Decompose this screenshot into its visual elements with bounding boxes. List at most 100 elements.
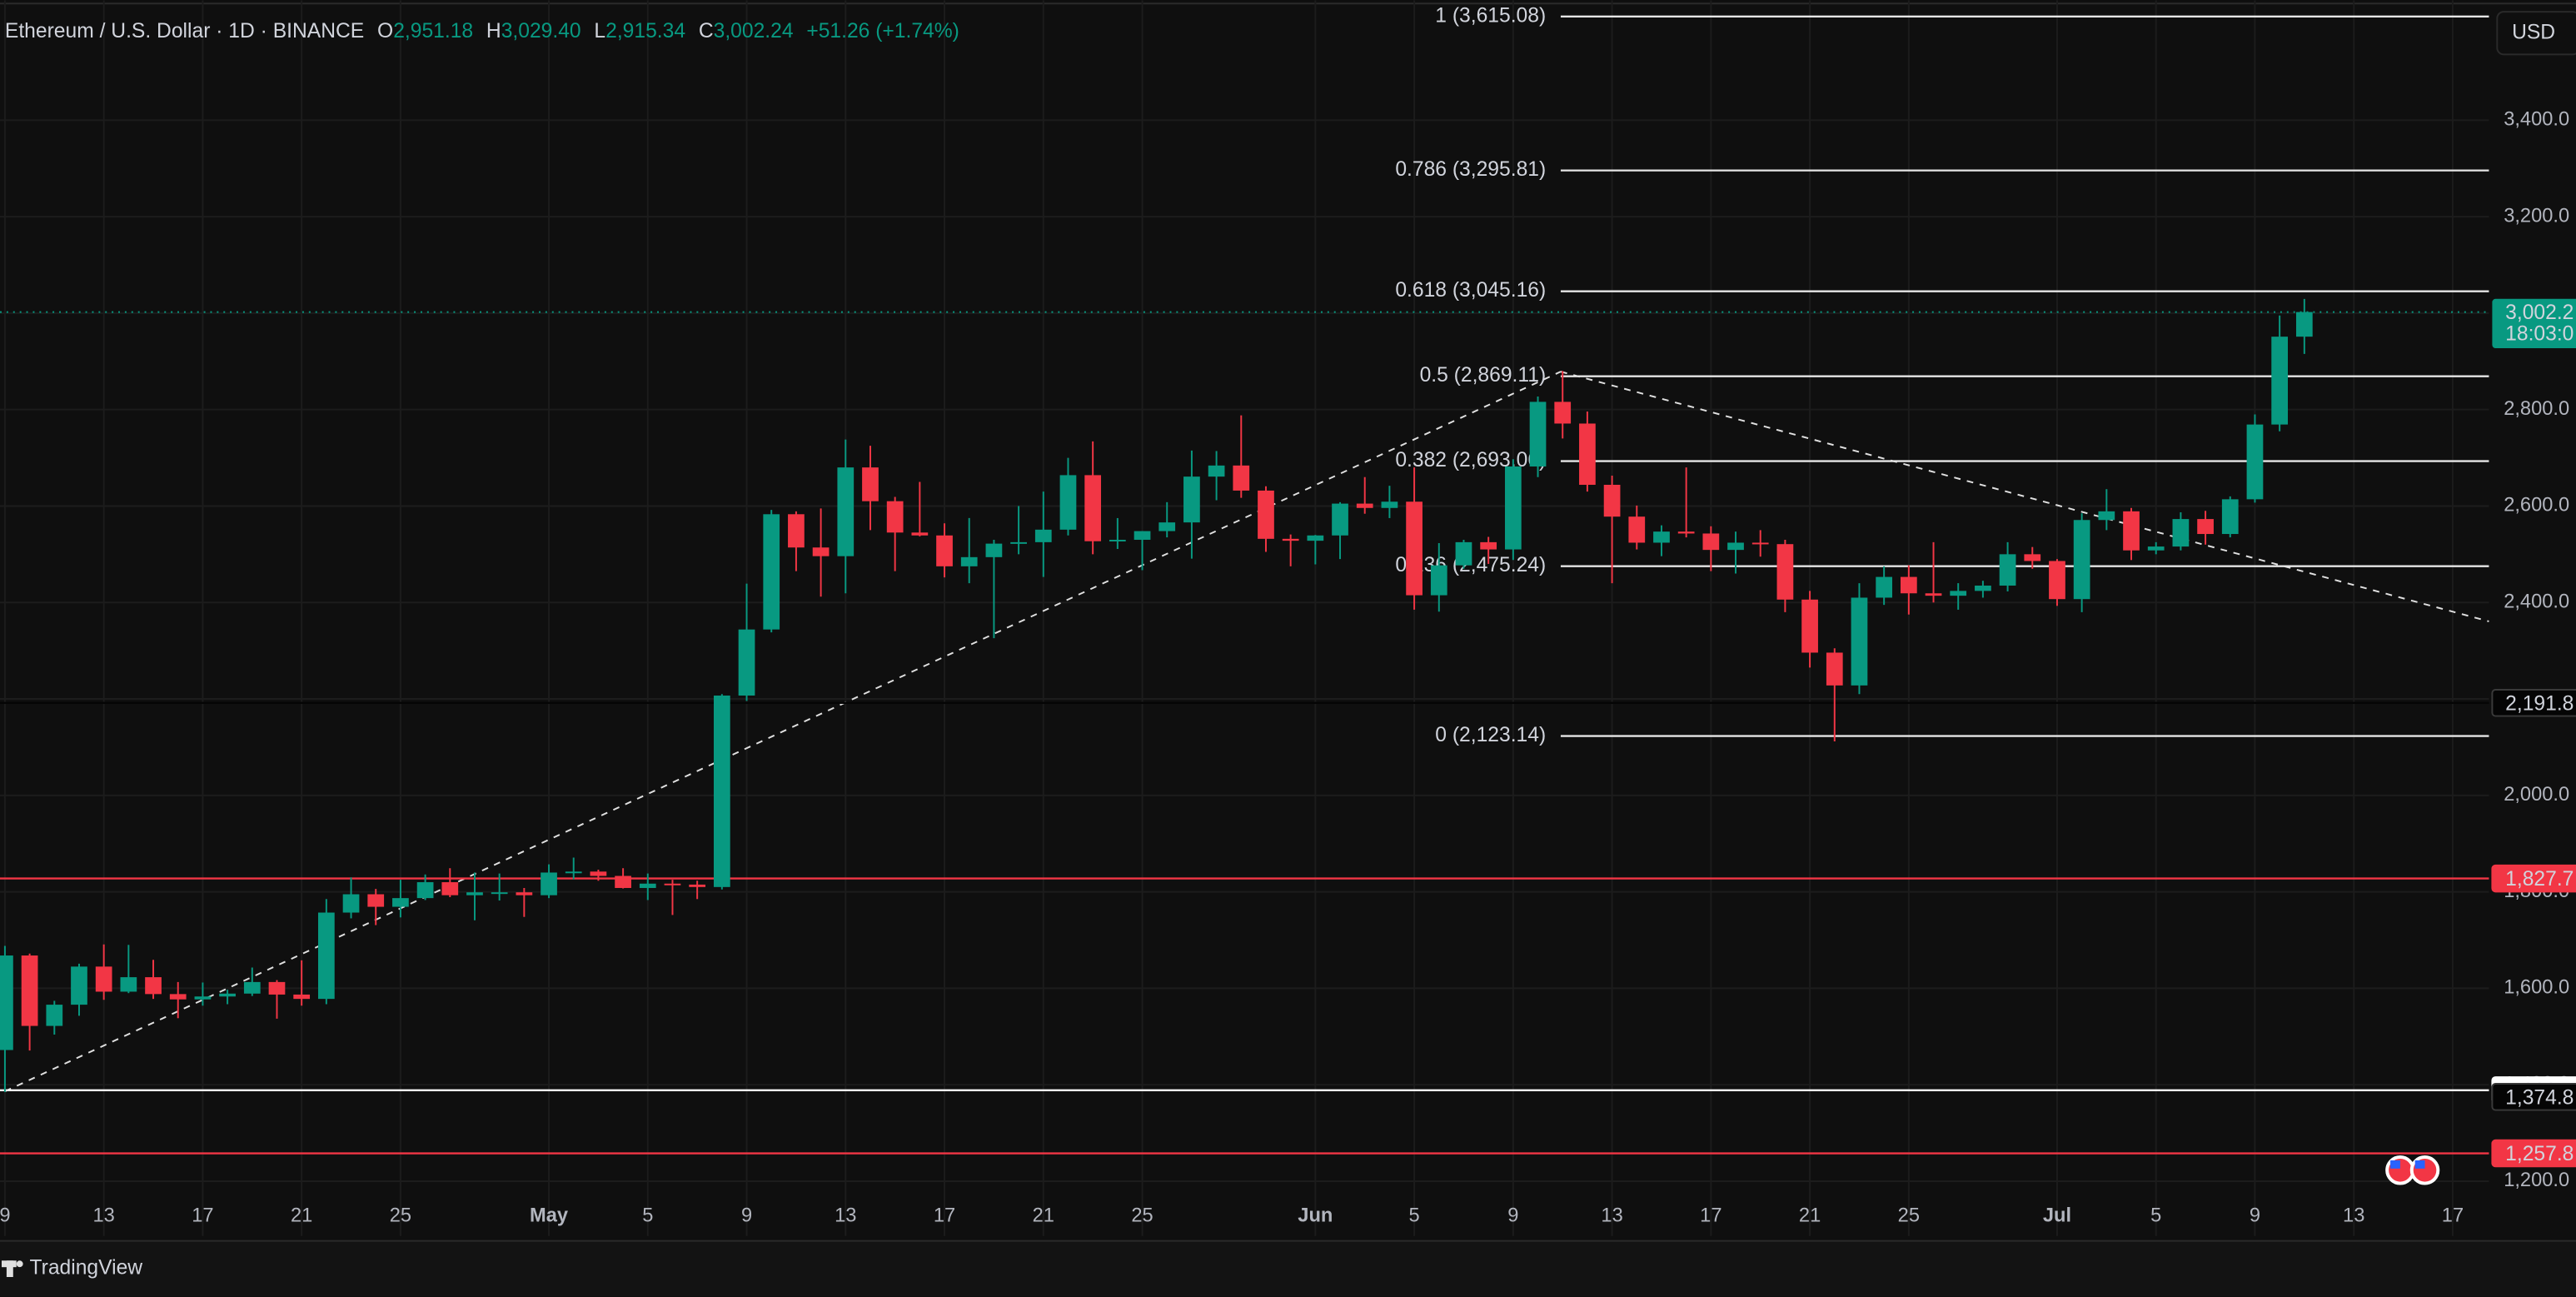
candle-body — [2172, 519, 2190, 547]
candle-body — [664, 883, 681, 885]
candle-body — [516, 892, 533, 895]
candle-body — [615, 875, 631, 888]
candle-body — [1480, 541, 1497, 550]
price-label-box — [2491, 1083, 2576, 1111]
candle-body — [2024, 554, 2041, 561]
fib-label: 0.382 (2,693.06) — [1395, 449, 1546, 471]
candle-body — [1406, 501, 1423, 596]
candle-body — [1455, 541, 1472, 566]
candle-body — [763, 514, 780, 630]
candle-body — [1876, 576, 1893, 598]
candle-body — [911, 532, 929, 536]
candle-body — [71, 966, 87, 1005]
price-label: 1,257.8 — [2505, 1143, 2574, 1165]
candle-body — [788, 514, 805, 548]
candle-body — [2123, 511, 2140, 551]
legend-key: O — [377, 19, 393, 42]
symbol: Ethereum / U.S. Dollar · 1D · BINANCE — [5, 19, 364, 42]
x-tick-label: 21 — [1799, 1205, 1821, 1226]
candle-body — [1208, 465, 1225, 477]
currency-button[interactable] — [2496, 11, 2576, 56]
last-price-box — [2492, 298, 2576, 348]
legend-value: 2,915.34 — [605, 19, 685, 42]
x-tick-label: May — [530, 1205, 569, 1226]
x-tick-label: Jul — [2043, 1205, 2071, 1226]
candle-body — [1826, 652, 1843, 686]
currency[interactable]: USD — [2512, 21, 2555, 43]
flag-canton — [2414, 1160, 2425, 1169]
legend-value: 3,002.24 — [714, 19, 794, 42]
x-tick-label: Jun — [1298, 1205, 1333, 1226]
legend-value: 2,951.18 — [393, 19, 473, 42]
candle-body — [1776, 544, 1794, 600]
candle-body — [392, 898, 409, 907]
candle-body — [145, 977, 162, 995]
x-tick-label: 9 — [2250, 1205, 2260, 1226]
candle-body — [1034, 529, 1052, 542]
x-tick-label: 21 — [1033, 1205, 1054, 1226]
candle-body — [1950, 591, 1967, 596]
x-tick-label: 5 — [2150, 1205, 2161, 1226]
candle-body — [960, 556, 978, 566]
candle-body — [1258, 490, 1274, 539]
candle-body — [120, 977, 137, 992]
legend-key: L — [594, 19, 605, 42]
candle-body — [21, 955, 38, 1026]
candle-body — [713, 695, 730, 887]
fib-label: 1 (3,615.08) — [1435, 4, 1546, 27]
price-label-box — [2491, 1139, 2576, 1168]
y-tick-label: 1,600.0 — [2504, 977, 2569, 999]
candle-body — [1158, 522, 1176, 531]
candle-body — [1059, 475, 1077, 530]
trend-line — [1560, 371, 2489, 622]
event-icons — [2385, 1155, 2440, 1185]
candles — [0, 298, 2313, 1092]
candle-body — [367, 894, 385, 907]
candle-body — [1999, 554, 2016, 586]
candle-body — [1332, 503, 1348, 536]
candle-body — [1282, 538, 1299, 541]
x-tick-label: 13 — [2343, 1205, 2364, 1226]
price-label: 2,191.8 — [2505, 692, 2574, 715]
fib-label: 0 (2,123.14) — [1435, 724, 1546, 746]
candle-body — [812, 547, 830, 556]
candle-body — [2271, 337, 2289, 425]
candle-body — [1109, 539, 1126, 541]
x-tick-label: 21 — [291, 1205, 312, 1226]
trend-line — [4, 371, 1562, 1093]
candle-body — [1677, 531, 1695, 534]
y-tick-label: 2,600.0 — [2504, 495, 2569, 516]
candle-body — [293, 994, 311, 1000]
candle-body — [2295, 312, 2313, 337]
brand-logo — [1, 1260, 23, 1278]
x-tick-label: 5 — [1409, 1205, 1420, 1226]
y-tick-label: 2,400.0 — [2504, 591, 2569, 612]
y-tick-label: 3,400.0 — [2504, 109, 2569, 131]
legend-key: H — [486, 19, 501, 42]
candle-body — [2147, 546, 2165, 551]
candle-body — [2246, 424, 2264, 500]
price-label-box — [2491, 864, 2576, 893]
candle-body — [1628, 516, 1646, 543]
x-tick-label: 9 — [1507, 1205, 1518, 1226]
candle-body — [1702, 533, 1720, 551]
x-tick-label: 25 — [1131, 1205, 1153, 1226]
candle-body — [342, 894, 360, 913]
candle-body — [2197, 519, 2214, 535]
candle-body — [1579, 423, 1596, 485]
candle-body — [441, 882, 459, 895]
legend-value: 3,029.40 — [501, 19, 581, 42]
y-tick-label: 1,200.0 — [2504, 1170, 2569, 1191]
candle-body — [1134, 531, 1151, 540]
candle-body — [1801, 599, 1818, 653]
candle-body — [985, 543, 1003, 557]
candle-body — [0, 955, 13, 1050]
candle-body — [1430, 565, 1447, 596]
candle-body — [268, 981, 286, 995]
x-tick-label: 9 — [0, 1205, 11, 1226]
logo-part — [6, 1260, 13, 1278]
candle-body — [1010, 541, 1027, 544]
candle-body — [541, 872, 557, 895]
candle-body — [2049, 561, 2065, 600]
